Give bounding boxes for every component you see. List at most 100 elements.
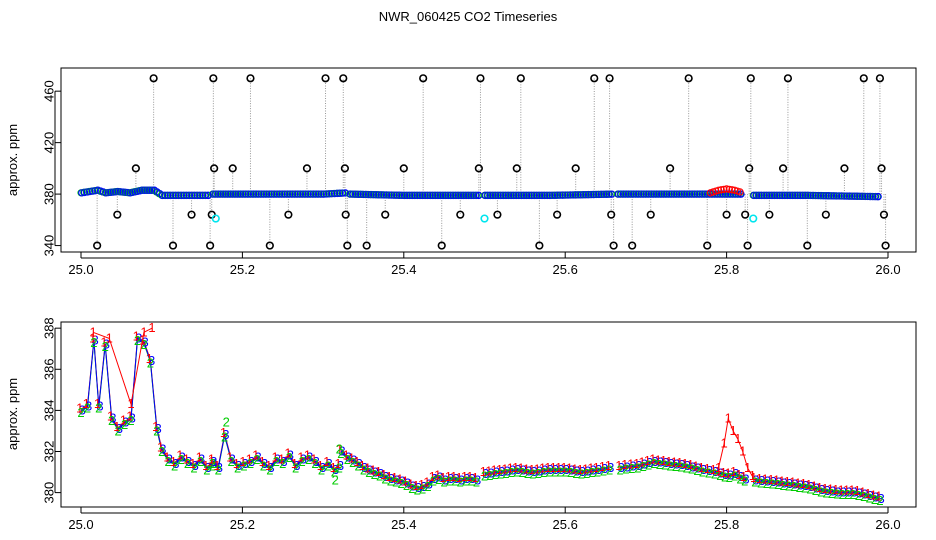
series-marker-2: 2 [165, 454, 172, 469]
bottom-panel: approx. ppm 25.0 25.2 25.4 25.6 25.8 26.0 380… [5, 317, 917, 532]
series-marker-3: 3 [166, 452, 173, 467]
series-marker-1: 1 [676, 455, 683, 470]
series-marker-3: 3 [579, 464, 586, 479]
spike-point [339, 74, 348, 83]
series-marker-3: 3 [122, 415, 129, 430]
series-marker-2: 2 [628, 461, 635, 476]
series-marker-2: 2 [419, 482, 426, 497]
series-marker-2: 2 [769, 477, 776, 492]
series-marker-3: 3 [775, 475, 782, 490]
series-marker-2: 2 [622, 462, 629, 477]
series-marker-2: 2 [414, 482, 421, 497]
series-marker-1: 1 [89, 330, 96, 345]
series-marker-3: 3 [447, 471, 454, 486]
series-marker-3: 3 [469, 471, 476, 486]
series-marker-3: 3 [797, 477, 804, 492]
series-marker-1: 1 [710, 462, 717, 477]
series-marker-2: 2 [473, 475, 480, 490]
series-marker-1: 1 [644, 453, 651, 468]
series-marker-3: 3 [595, 462, 602, 477]
series-marker-2: 2 [215, 462, 222, 477]
series-marker-2: 2 [337, 446, 344, 461]
series-marker-1: 1 [140, 324, 147, 339]
series-marker-2: 2 [716, 468, 723, 483]
baseline-point [166, 191, 175, 200]
bottom-plot-frame [60, 321, 917, 508]
series-marker-2: 2 [392, 475, 399, 490]
spike-point [609, 241, 618, 250]
series-marker-1: 1 [725, 411, 732, 426]
spike-point [628, 241, 637, 250]
series-marker-2: 2 [806, 482, 813, 497]
series-marker-1: 1 [832, 482, 839, 497]
spike-point [209, 74, 218, 83]
baseline-point [193, 191, 202, 200]
red-point [736, 188, 744, 196]
series-marker-2: 2 [524, 466, 531, 481]
series-marker-1: 1 [455, 470, 462, 485]
series-marker-3: 3 [366, 463, 373, 478]
series-marker-3: 3 [520, 463, 527, 478]
series-marker-3: 3 [635, 458, 642, 473]
series-marker-3: 3 [536, 463, 543, 478]
spike-point [783, 74, 793, 83]
series-marker-1: 1 [566, 461, 573, 476]
series-marker-3: 3 [781, 475, 788, 490]
series-marker-3: 3 [840, 485, 847, 500]
baseline-point [204, 191, 212, 200]
spike-point [381, 210, 390, 219]
spike-point [881, 241, 890, 250]
baseline-point [185, 191, 194, 200]
series-marker-1: 1 [246, 452, 253, 467]
x-tick-label: 26.0 [875, 262, 900, 277]
spike-point [684, 74, 693, 83]
series-marker-2: 2 [266, 462, 273, 477]
series-marker-3: 3 [834, 484, 841, 499]
series-marker-3: 3 [235, 458, 242, 473]
series-marker-1: 1 [577, 462, 584, 477]
series-marker-3: 3 [557, 462, 564, 477]
series-marker-1: 1 [461, 469, 468, 484]
series-marker-2: 2 [234, 460, 241, 475]
series-marker-2: 2 [540, 465, 547, 480]
series-marker-2: 2 [286, 450, 293, 465]
series-marker-2: 2 [292, 460, 299, 475]
series-marker-1: 1 [593, 460, 600, 475]
spike-point [840, 164, 849, 173]
series-marker-1: 1 [687, 457, 694, 472]
series-marker-1: 1 [418, 477, 425, 492]
series-marker-2: 2 [866, 491, 873, 506]
series-marker-3: 3 [547, 462, 554, 477]
series-marker-1: 1 [523, 461, 530, 476]
series-marker-2: 2 [190, 460, 197, 475]
x-tick-label: 25.4 [391, 517, 416, 532]
series-marker-2: 2 [812, 483, 819, 498]
series-marker-1: 1 [369, 463, 376, 478]
series-marker-2: 2 [451, 473, 458, 488]
series-marker-3: 3 [135, 330, 142, 345]
series-marker-2: 2 [331, 464, 338, 479]
series-marker-2: 2 [634, 460, 641, 475]
series-marker-2: 2 [497, 467, 504, 482]
series-marker-2: 2 [349, 455, 356, 470]
series-marker-3: 3 [601, 461, 608, 476]
baseline-point [172, 191, 180, 200]
series-marker-1: 1 [816, 480, 823, 495]
series-marker-1: 1 [848, 483, 855, 498]
y-tick-label: 384 [42, 400, 57, 422]
series-marker-3: 3 [399, 474, 406, 489]
series-marker-2: 2 [519, 465, 526, 480]
series-marker-3: 3 [204, 460, 211, 475]
spike-point [149, 74, 158, 83]
series-marker-3: 3 [525, 463, 532, 478]
series-marker-1: 1 [750, 470, 757, 485]
series-marker-1: 1 [843, 483, 850, 498]
series-marker-3: 3 [388, 471, 395, 486]
series-marker-1: 1 [317, 458, 324, 473]
spike-point [745, 164, 754, 173]
series-marker-2: 2 [376, 469, 383, 484]
series-marker-2: 2 [336, 460, 343, 475]
spike-point [879, 210, 889, 219]
series-marker-3: 3 [618, 460, 625, 475]
